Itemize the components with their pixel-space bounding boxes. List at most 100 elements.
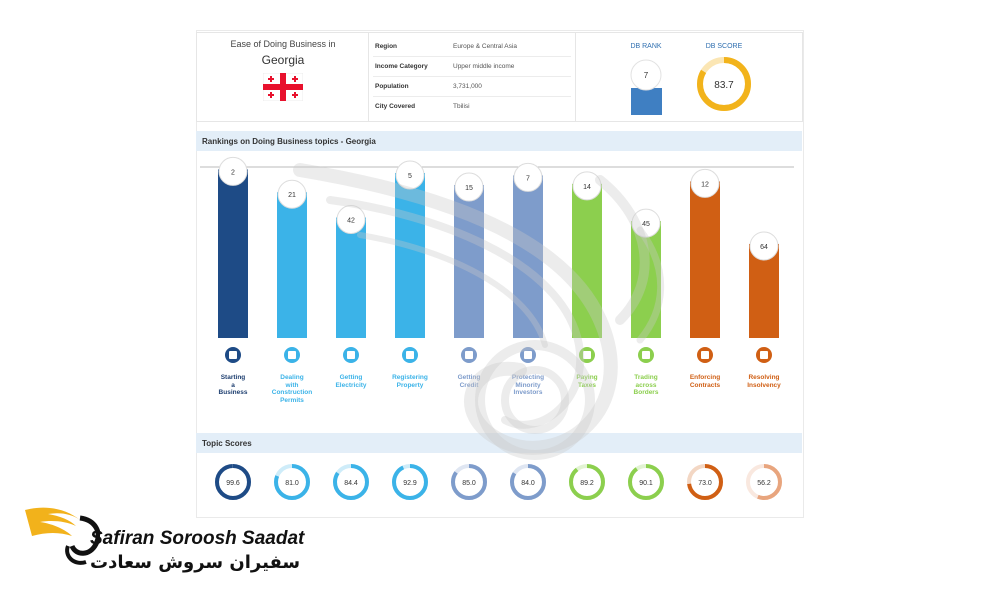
score-value-label: 56.2: [757, 480, 771, 487]
rank-bar: [572, 183, 602, 338]
topic-label: Protecting Minority Investors: [496, 374, 560, 397]
topic-label-line: Dealing: [280, 374, 304, 381]
db-score-ring: [697, 57, 751, 111]
score-ring: [274, 464, 310, 500]
score-value-label: 99.6: [226, 480, 240, 487]
rank-bar: [277, 192, 307, 338]
topic-label-line: a: [231, 381, 235, 389]
rankings-bar-chart: 2 21 42 5 15 7 14 45 12 64: [200, 156, 794, 338]
rank-bubble: [218, 156, 248, 186]
topic-label: Dealing with Construction Permits: [260, 374, 324, 404]
score-ring: [215, 464, 251, 500]
lightning-icon: [343, 347, 359, 363]
score-value-label: 81.0: [285, 480, 299, 487]
db-score-label: DB SCORE: [705, 43, 743, 50]
topic-score-rings: 99.6 81.0 84.4 92.9 85.0 84.0 89.2 90.1 73.0 56.2: [215, 464, 782, 500]
score-value-label: 73.0: [698, 480, 712, 487]
info-row-income: Income Category Upper middle income: [373, 57, 571, 77]
country-info-table: Region Europe & Central Asia Income Cate…: [368, 32, 576, 122]
courthouse-icon: [697, 347, 713, 363]
score-value-label: 85.0: [462, 480, 476, 487]
score-value-label: 89.2: [580, 480, 594, 487]
score-ring: [510, 464, 546, 500]
topic-label-line: Insolvency: [747, 381, 781, 389]
topic-label-line: Electricity: [335, 381, 367, 389]
db-rank-value: 7: [644, 71, 649, 80]
topic-label: Paying Taxes: [555, 374, 619, 389]
rank-bubble: [631, 208, 661, 238]
db-score-value: 83.7: [714, 80, 734, 91]
topic-label-line: Registering: [392, 374, 428, 381]
topic-label-line: Trading: [634, 374, 658, 381]
logo-text-english: Safiran Soroosh Saadat: [90, 528, 305, 549]
report-title: Ease of Doing Business in: [230, 39, 336, 49]
rank-bar: [336, 217, 366, 338]
rank-bubble: [572, 171, 602, 201]
topic-label-line: Property: [396, 381, 424, 389]
rank-bubble: [336, 204, 366, 234]
topic-label-line: Borders: [633, 389, 659, 396]
score-ring: [687, 464, 723, 500]
rank-bubble: [395, 160, 425, 190]
gavel-icon: [756, 347, 772, 363]
score-ring: [451, 464, 487, 500]
topic-label-line: Enforcing: [689, 374, 721, 381]
score-ring: [333, 464, 369, 500]
country-card: Ease of Doing Business in Georgia: [196, 32, 370, 122]
topic-label-line: Protecting: [511, 374, 545, 381]
rank-value-label: 64: [760, 244, 768, 251]
rank-value-label: 7: [526, 175, 530, 182]
eagle-logo-icon: [25, 507, 100, 565]
company-logo: Safiran Soroosh Saadat سفیران سروش سعادت: [20, 490, 304, 580]
score-value-label: 90.1: [639, 480, 653, 487]
chart-icon: [520, 347, 536, 363]
topic-label: Enforcing Contracts: [673, 374, 737, 389]
score-ring: [569, 464, 605, 500]
topic-label: Starting a Business: [201, 374, 265, 397]
rank-bubble: [277, 179, 307, 209]
score-ring: [392, 464, 428, 500]
topic-label-line: Getting: [339, 374, 363, 381]
info-row-region: Region Europe & Central Asia: [373, 37, 571, 57]
money-icon: [579, 347, 595, 363]
logo-text-persian: سفیران سروش سعادت: [90, 552, 301, 573]
score-ring: [746, 464, 782, 500]
topic-label: Getting Electricity: [319, 374, 383, 389]
db-rank-label: DB RANK: [630, 43, 662, 50]
db-rank-bar: [631, 88, 662, 115]
topic-label: Getting Credit: [437, 374, 501, 389]
rank-bar: [454, 185, 484, 338]
rank-bar: [218, 169, 248, 338]
db-kpi-graphics: 7 83.7: [630, 57, 751, 115]
country-name: Georgia: [261, 53, 305, 67]
db-rank-bubble: [630, 59, 662, 91]
rank-bubble: [690, 168, 720, 198]
topic-label-line: Starting: [220, 374, 246, 381]
topic-label-line: across: [635, 381, 657, 389]
rank-bubble: [513, 162, 543, 192]
building-icon: [225, 347, 241, 363]
rank-value-label: 45: [642, 221, 650, 228]
topic-label-line: with: [285, 381, 299, 389]
tools-icon: [284, 347, 300, 363]
topic-label-line: Permits: [280, 396, 304, 404]
rank-value-label: 15: [465, 185, 473, 192]
topic-label: Resolving Insolvency: [732, 374, 796, 389]
score-value-label: 84.0: [521, 480, 535, 487]
rank-value-label: 42: [347, 217, 355, 224]
score-ring: [628, 464, 664, 500]
score-value-label: 92.9: [403, 480, 417, 487]
topic-label-line: Taxes: [578, 381, 596, 389]
rank-bubble: [454, 172, 484, 202]
rank-bar: [631, 221, 661, 338]
house-icon: [402, 347, 418, 363]
topic-label-line: Construction: [271, 389, 313, 396]
db-rank-score-card: DB RANK DB SCORE 7 83.7: [575, 32, 803, 122]
info-row-population: Population 3,731,000: [373, 77, 571, 97]
rank-value-label: 12: [701, 181, 709, 188]
truck-icon: [638, 347, 654, 363]
topic-label: Registering Property: [378, 374, 442, 389]
rankings-section-header: Rankings on Doing Business topics - Geor…: [196, 131, 802, 151]
georgia-flag-icon: [263, 73, 303, 101]
info-row-city: City Covered Tbilisi: [375, 103, 470, 110]
